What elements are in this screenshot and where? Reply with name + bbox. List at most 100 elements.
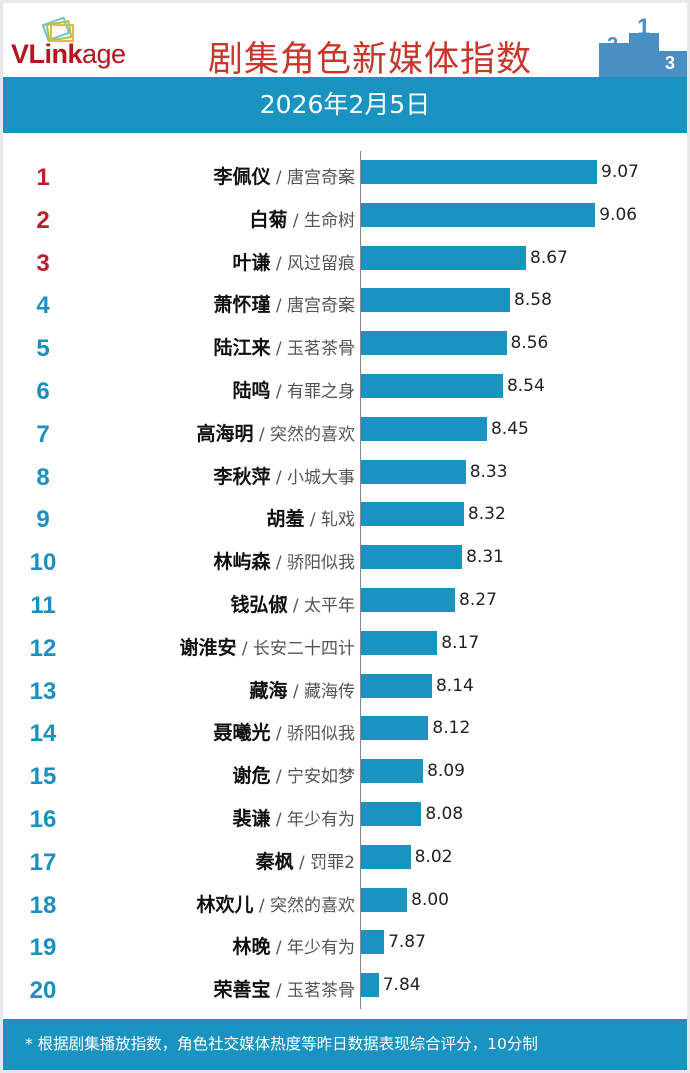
logo-cards-icon — [41, 16, 74, 42]
bar — [361, 459, 466, 484]
separator: / — [270, 553, 287, 574]
rank-number: 2 — [36, 206, 50, 234]
value-label: 8.45 — [490, 418, 529, 439]
character-name: 林欢儿 — [196, 893, 254, 916]
character-name: 裴谦 — [232, 808, 271, 830]
row-label: 林晚 / 年少有为 — [232, 932, 355, 959]
character-name: 秦枫 — [255, 850, 294, 873]
chart-row: 3 叶谦 / 风过留痕 8.67 — [3, 244, 687, 286]
show-name: 玉茗茶骨 — [287, 339, 355, 360]
character-name: 陆鸣 — [232, 380, 271, 402]
separator: / — [304, 510, 321, 531]
show-name: 唐宫奇案 — [287, 168, 355, 188]
bar — [361, 930, 385, 955]
rank-number: 3 — [36, 249, 50, 277]
show-name: 长安二十四计 — [253, 638, 355, 659]
chart-row: 14 聂曦光 / 骄阳似我 8.12 — [3, 714, 687, 756]
rank-number: 9 — [36, 506, 50, 534]
character-name: 叶谦 — [232, 251, 271, 274]
row-label: 李佩仪 / 唐宫奇案 — [213, 162, 355, 189]
show-name: 生命树 — [304, 210, 355, 231]
page-title: 剧集角色新媒体指数 — [208, 40, 533, 80]
show-name: 轧戏 — [321, 510, 355, 531]
character-name: 谢淮安 — [179, 636, 237, 659]
separator: / — [270, 382, 287, 402]
value-label: 8.33 — [469, 461, 508, 482]
bar — [361, 802, 422, 826]
chart-row: 4 萧怀瑾 / 唐宫奇案 8.58 — [3, 286, 687, 328]
rank-number: 14 — [29, 720, 57, 748]
value-label: 8.09 — [427, 761, 465, 782]
separator: / — [270, 938, 287, 959]
row-label: 聂曦光 / 骄阳似我 — [213, 718, 355, 745]
character-name: 李秋萍 — [213, 465, 271, 488]
value-label: 8.58 — [514, 290, 552, 311]
character-name: 谢危 — [232, 765, 271, 788]
bar — [361, 716, 429, 741]
separator: / — [236, 638, 253, 659]
show-name: 玉茗茶骨 — [287, 981, 355, 1002]
chart-row: 12 谢淮安 / 长安二十四计 8.17 — [3, 629, 687, 671]
row-label: 裴谦 / 年少有为 — [232, 804, 355, 831]
value-label: 8.31 — [466, 547, 504, 568]
chart-row: 8 李秋萍 / 小城大事 8.33 — [3, 458, 687, 500]
row-label: 谢淮安 / 长安二十四计 — [179, 633, 355, 660]
row-label: 叶谦 / 风过留痕 — [232, 248, 355, 275]
chart-row: 7 高海明 / 突然的喜欢 8.45 — [3, 415, 687, 457]
bar — [361, 844, 411, 869]
rank-number: 15 — [29, 763, 57, 791]
value-label: 8.17 — [441, 632, 480, 653]
show-name: 罚罪2 — [310, 852, 355, 873]
footnote: * 根据剧集播放指数，角色社交媒体热度等昨日数据表现综合评分，10分制 — [3, 1019, 687, 1070]
separator: / — [270, 253, 287, 274]
page: VLinkage 剧集角色新媒体指数 2 1 3 2026年2月5日 1 李佩仪 … — [3, 3, 687, 1070]
separator: / — [270, 810, 287, 830]
separator: / — [270, 767, 287, 788]
bar — [361, 374, 503, 398]
value-label: 8.00 — [411, 889, 449, 910]
bar — [361, 202, 596, 227]
separator: / — [270, 981, 287, 1002]
value-label: 8.32 — [467, 504, 506, 525]
rank-number: 11 — [30, 592, 56, 619]
show-name: 有罪之身 — [287, 382, 355, 402]
bar — [361, 416, 487, 441]
rank-number: 19 — [29, 934, 57, 962]
row-label: 钱弘俶 / 太平年 — [230, 590, 355, 617]
chart-row: 10 林屿森 / 骄阳似我 8.31 — [3, 543, 687, 585]
show-name: 小城大事 — [287, 467, 355, 488]
bar — [361, 545, 463, 570]
show-name: 太平年 — [304, 596, 355, 616]
separator: / — [270, 296, 287, 317]
bar — [361, 759, 424, 784]
value-label: 7.84 — [382, 975, 421, 996]
character-name: 聂曦光 — [213, 722, 271, 745]
bar — [361, 331, 507, 356]
character-name: 李佩仪 — [213, 166, 271, 188]
bar — [361, 245, 527, 270]
row-label: 秦枫 / 罚罪2 — [256, 847, 355, 874]
value-label: 9.07 — [601, 162, 639, 182]
character-name: 胡羞 — [266, 508, 305, 531]
rank-number: 18 — [29, 891, 57, 919]
rank-number: 13 — [29, 677, 57, 705]
bar — [361, 588, 456, 612]
chart-row: 17 秦枫 / 罚罪2 8.02 — [3, 843, 687, 885]
separator: / — [270, 467, 287, 488]
rank-number: 16 — [29, 806, 57, 833]
row-label: 白菊 / 生命树 — [249, 205, 355, 232]
rank-number: 1 — [36, 164, 50, 191]
rank-number: 4 — [36, 292, 50, 320]
separator: / — [253, 424, 270, 445]
show-name: 骄阳似我 — [287, 553, 355, 574]
chart-row: 1 李佩仪 / 唐宫奇案 9.07 — [3, 158, 687, 200]
row-label: 林屿森 / 骄阳似我 — [213, 547, 355, 574]
chart-row: 9 胡羞 / 轧戏 8.32 — [3, 500, 687, 542]
value-label: 8.08 — [425, 804, 464, 824]
row-label: 谢危 / 宁安如梦 — [232, 761, 355, 788]
show-name: 年少有为 — [287, 810, 355, 830]
value-label: 8.54 — [506, 376, 545, 396]
show-name: 突然的喜欢 — [270, 895, 355, 916]
value-label: 9.06 — [599, 204, 638, 225]
character-name: 钱弘俶 — [230, 594, 288, 616]
